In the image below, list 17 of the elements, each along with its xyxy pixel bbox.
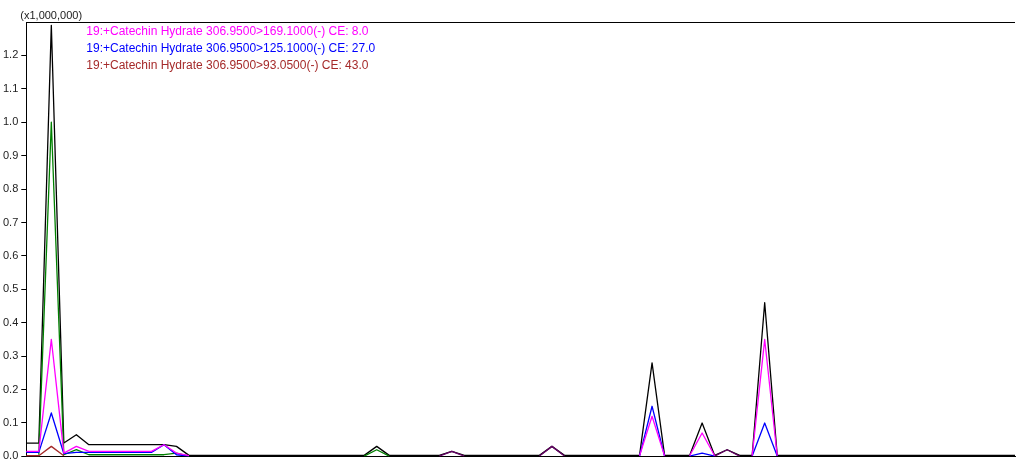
text: 19:+Catechin Hydrate 306.9500>125.1000(-) CE: 27.0 — [86, 41, 376, 56]
y-tick-label: 0.9 — [2, 148, 19, 161]
y-tick-label: 0.7 — [2, 215, 19, 228]
y-tick-label: 1.0 — [2, 115, 19, 128]
y-tick-label: 0.2 — [2, 382, 19, 395]
text: 19:+Catechin Hydrate 306.9500>169.1000(-) CE: 8.0 — [86, 24, 369, 39]
y-tick-label: 1.2 — [2, 48, 19, 61]
y-tick-label: 0.6 — [2, 248, 19, 261]
y-tick-label: 0.1 — [2, 416, 19, 429]
y-tick-label: 0.4 — [2, 315, 19, 328]
y-tick-label: 0.8 — [2, 182, 19, 195]
y-tick-label: 0.5 — [2, 282, 19, 295]
y-tick-label: 1.1 — [2, 81, 19, 94]
text: 19:+Catechin Hydrate 306.9500>93.0500(-) CE: 43.0 — [86, 58, 369, 73]
y-tick-label: 0.0 — [2, 449, 19, 462]
y-axis-title: (x1,000,000) — [20, 8, 83, 21]
y-tick-label: 0.3 — [2, 349, 19, 362]
